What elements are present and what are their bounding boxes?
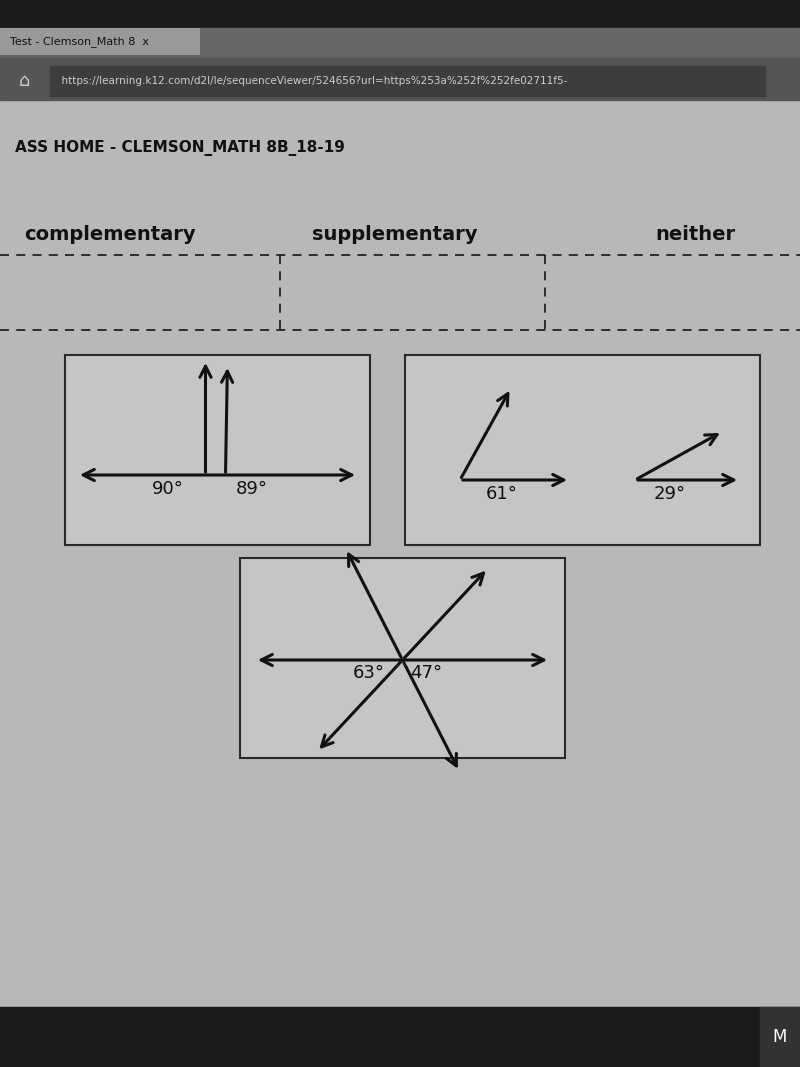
Text: Test - Clemson_Math 8  x: Test - Clemson_Math 8 x: [10, 36, 149, 47]
Bar: [0, 0, 800, 28]
Bar: [0, 28, 200, 55]
Bar: [0, 66, 48, 96]
Text: 61°: 61°: [486, 485, 518, 503]
Text: 63°: 63°: [353, 664, 385, 682]
Text: M: M: [773, 1028, 787, 1046]
Bar: [65, 355, 370, 545]
Text: supplementary: supplementary: [312, 225, 478, 244]
Bar: [0, 1007, 800, 1067]
Bar: [0, 28, 800, 58]
Text: https://learning.k12.com/d2l/le/sequenceViewer/524656?url=https%253a%252f%252fe0: https://learning.k12.com/d2l/le/sequence…: [55, 76, 567, 86]
Text: ⌂: ⌂: [18, 71, 30, 90]
Text: complementary: complementary: [24, 225, 196, 244]
Text: 29°: 29°: [654, 485, 686, 503]
Bar: [240, 558, 565, 758]
Text: 90°: 90°: [152, 480, 183, 498]
Text: 47°: 47°: [410, 664, 442, 682]
Bar: [760, 1007, 800, 1067]
Bar: [0, 58, 800, 100]
Bar: [405, 355, 760, 545]
Text: neither: neither: [655, 225, 735, 244]
Bar: [50, 66, 765, 96]
Text: 89°: 89°: [235, 480, 267, 498]
Text: ASS HOME - CLEMSON_MATH 8B_18-19: ASS HOME - CLEMSON_MATH 8B_18-19: [15, 140, 345, 156]
